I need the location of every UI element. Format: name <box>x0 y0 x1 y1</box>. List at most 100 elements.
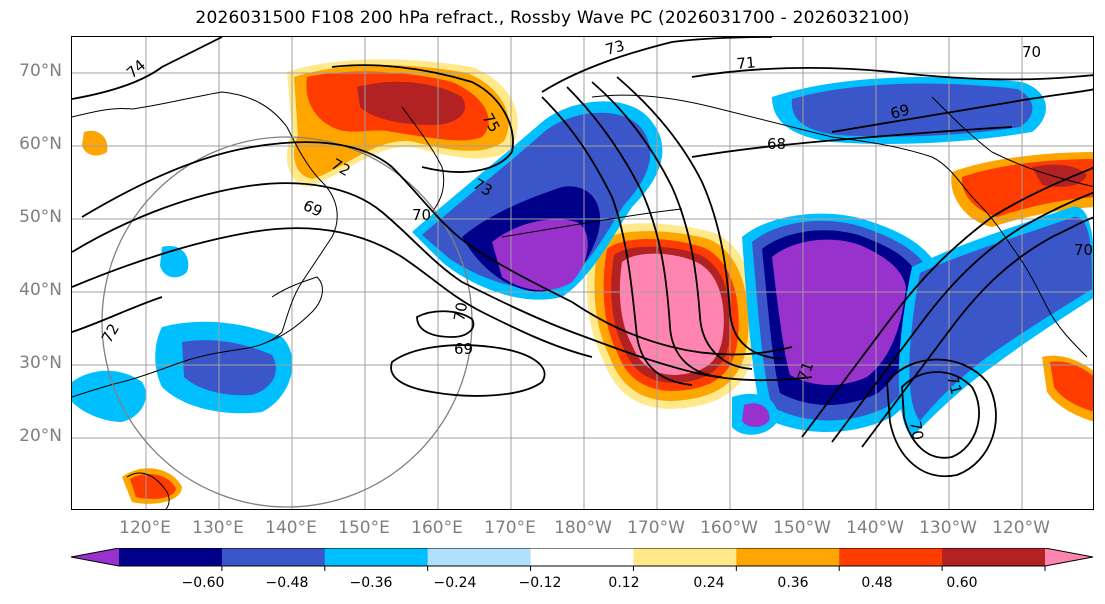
colorbar-tick-label-neg048: −0.48 <box>265 575 309 591</box>
colorbar-tick-label-060: 0.60 <box>946 575 978 591</box>
contour-label-70-coast: 70 <box>1074 241 1093 259</box>
lon-label-130e: 130°E <box>192 518 244 538</box>
coastline-kamchatka <box>401 106 445 213</box>
colorbar-tick-label-012: 0.12 <box>608 575 640 591</box>
coastlines <box>72 91 1093 509</box>
lat-label-20n: 20°N <box>19 426 62 446</box>
coastline-asia <box>72 91 338 398</box>
colorbar-segment <box>221 548 326 566</box>
contour-label-68: 68 <box>767 135 786 153</box>
colorbar-tick-label-024: 0.24 <box>693 575 725 591</box>
coastline-philippines <box>126 472 170 509</box>
contour-label-69-arctic: 69 <box>888 101 911 123</box>
contour-label-70-mid: 70 <box>412 206 431 224</box>
contour-72-west <box>72 296 163 333</box>
lon-label-170w: 170°W <box>627 518 685 538</box>
lon-label-140w: 140°W <box>846 518 904 538</box>
positive-anomaly-small-west <box>82 130 108 156</box>
negative-anomaly-northeast-pacific-purple <box>772 239 906 386</box>
positive-anomaly-central-pacific-pink <box>619 253 724 375</box>
colorbar-segment <box>530 548 634 566</box>
contour-label-70-low-east: 70 <box>906 420 927 442</box>
colorbar <box>70 548 1094 571</box>
lon-label-120w: 120°W <box>992 518 1050 538</box>
lat-label-30n: 30°N <box>19 353 62 373</box>
colorbar-extend-high <box>1045 548 1093 566</box>
negative-anomaly-west-edge <box>160 246 189 278</box>
colorbar-segment <box>736 548 840 566</box>
coastline-alaska <box>591 94 1088 358</box>
negative-anomaly-coast-band-blue <box>909 216 1092 421</box>
contour-trough-c <box>591 81 753 370</box>
contour-ridge-1 <box>81 141 793 356</box>
contour-75-trough <box>331 64 514 173</box>
lon-label-140e: 140°E <box>265 518 317 538</box>
contour-trough-b <box>566 86 723 378</box>
lon-label-180w: 180°W <box>554 518 612 538</box>
colorbar-tick-marks <box>221 566 1046 571</box>
colorbar-tick-label-neg012: −0.12 <box>518 575 562 591</box>
contour-north-71 <box>691 66 1093 81</box>
contour-trough-d <box>616 76 783 360</box>
contour-low-east-70 <box>901 371 980 459</box>
map-title: 2026031500 F108 200 hPa refract., Rossby… <box>195 8 910 28</box>
contour-ridge-2 <box>72 182 813 382</box>
colorbar-tick-label-neg024: −0.24 <box>433 575 477 591</box>
lon-label-130w: 130°W <box>919 518 977 538</box>
negative-anomaly-east-china <box>72 370 146 422</box>
lon-label-150e: 150°E <box>338 518 390 538</box>
colorbar-segments <box>71 548 1093 566</box>
lat-label-60n: 60°N <box>19 134 62 154</box>
contour-low-70 <box>416 310 475 338</box>
negative-anomaly-sea-of-japan-blue <box>182 340 276 396</box>
positive-anomaly-philippines-red <box>130 474 176 499</box>
contour-ne-3 <box>861 216 1093 448</box>
contour-ne-1 <box>801 166 1093 438</box>
contour-north-69 <box>831 88 1093 133</box>
refractivity-contours <box>72 37 1093 478</box>
lat-label-70n: 70°N <box>19 61 62 81</box>
positive-anomaly-baja-red <box>1050 361 1093 412</box>
contour-label-71-east: 71 <box>794 359 817 383</box>
negative-anomaly-hawaii-purple <box>742 403 770 427</box>
colorbar-tick-label-neg060: −0.60 <box>181 575 225 591</box>
contour-low-east-71 <box>886 358 997 478</box>
reference-ring <box>101 136 473 508</box>
colorbar-tick-label-048: 0.48 <box>861 575 893 591</box>
colorbar-segment <box>839 548 943 566</box>
contour-label-73: 73 <box>603 37 626 59</box>
shaded-anomaly-fields <box>72 59 1093 504</box>
contour-north-68 <box>691 126 1013 158</box>
map-svg: 74 73 71 70 75 72 69 68 70 69 70 72 71 7… <box>72 37 1093 509</box>
lon-label-150w: 150°W <box>773 518 831 538</box>
lon-label-160w: 160°W <box>700 518 758 538</box>
colorbar-segment <box>119 548 223 566</box>
lat-label-50n: 50°N <box>19 207 62 227</box>
lon-label-160e: 160°E <box>411 518 463 538</box>
coastline-aleutians <box>501 208 683 238</box>
contour-trough-a <box>541 96 693 386</box>
contour-label-71-north: 71 <box>736 53 757 73</box>
graticule <box>72 37 1093 509</box>
coastline-japan <box>266 276 323 343</box>
negative-anomaly-arctic-blue <box>791 83 1033 137</box>
contour-label-71-low: 71 <box>943 373 965 396</box>
lon-label-170e: 170°E <box>484 518 536 538</box>
contour-low-69 <box>390 344 546 397</box>
colorbar-outline <box>70 548 1094 567</box>
contour-74 <box>72 37 223 100</box>
contour-label-69-mid: 69 <box>300 196 325 220</box>
colorbar-segment <box>942 548 1046 566</box>
contour-label-70-low: 70 <box>450 301 471 323</box>
colorbar-tick-label-neg036: −0.36 <box>349 575 393 591</box>
contour-ridge-3 <box>72 227 593 358</box>
contour-label-70-north: 70 <box>1022 43 1041 61</box>
colorbar-segment <box>324 548 429 566</box>
colorbar-tick-label-036: 0.36 <box>777 575 809 591</box>
contour-label-69-low: 69 <box>454 340 473 358</box>
contour-73-north <box>541 37 773 93</box>
colorbar-extend-low <box>71 548 119 566</box>
lat-label-40n: 40°N <box>19 280 62 300</box>
colorbar-segment <box>427 548 532 566</box>
contour-ne-2 <box>831 191 1093 443</box>
